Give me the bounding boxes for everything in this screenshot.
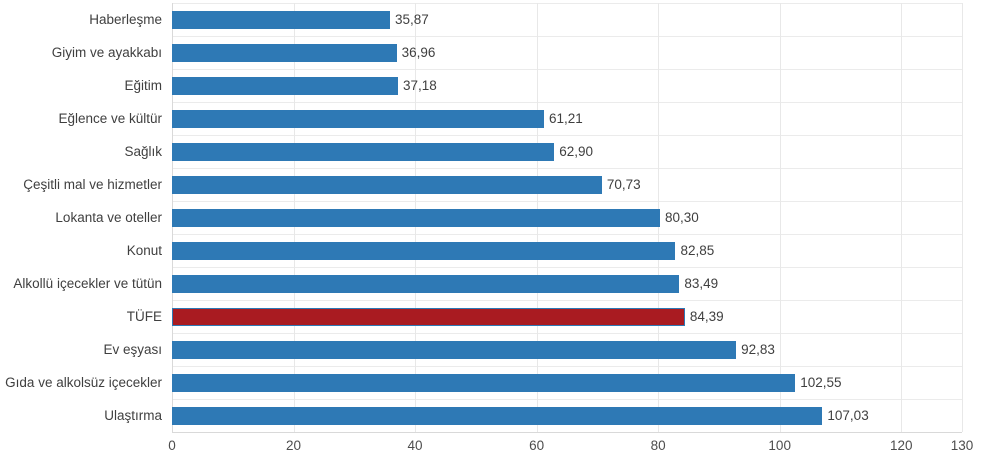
category-label: Ev eşyası [103,342,162,357]
x-tick-label: 20 [286,438,302,453]
bar[interactable] [172,76,398,95]
category-label: Lokanta ve oteller [55,210,162,225]
tick-gridline [962,3,963,432]
bar-highlight-tufe[interactable] [172,307,685,326]
value-label: 70,73 [606,177,641,192]
row-gridline [172,234,962,235]
row-gridline [172,3,962,4]
row-gridline [172,366,962,367]
x-tick-label: 120 [889,438,913,453]
row-gridline [172,36,962,37]
x-tick-label: 40 [407,438,423,453]
category-label: Ulaştırma [104,408,162,423]
x-tick-label: 80 [650,438,666,453]
bar[interactable] [172,109,544,128]
value-label: 102,55 [800,375,842,390]
row-gridline [172,201,962,202]
category-label: Sağlık [124,144,162,159]
category-label: TÜFE [126,309,162,324]
value-label: 82,85 [680,243,715,258]
bar[interactable] [172,208,660,227]
bar[interactable] [172,406,823,425]
category-label: Haberleşme [89,12,162,27]
category-label: Gıda ve alkolsüz içecekler [5,375,162,390]
tick-gridline [779,3,781,432]
category-label: Eğitim [124,78,162,93]
bar[interactable] [172,175,602,194]
value-label: 62,90 [559,144,594,159]
bar[interactable] [172,10,390,29]
row-gridline [172,333,962,334]
bar[interactable] [172,373,796,392]
row-gridline [172,168,962,169]
category-label: Konut [126,243,162,258]
tick-gridline [901,3,903,432]
value-label: 36,96 [401,45,436,60]
row-gridline [172,267,962,268]
category-label: Giyim ve ayakkabı [51,45,162,60]
bar[interactable] [172,274,680,293]
value-label: 35,87 [394,12,429,27]
value-label: 37,18 [402,78,437,93]
bar[interactable] [172,142,555,161]
value-label: 83,49 [684,276,719,291]
bar[interactable] [172,241,676,260]
value-label: 107,03 [827,408,869,423]
x-tick-label: 130 [950,438,974,453]
bar[interactable] [172,340,737,359]
value-label: 61,21 [548,111,583,126]
x-tick-label: 100 [768,438,791,453]
row-gridline [172,69,962,70]
category-label: Eğlence ve kültür [58,111,162,126]
value-label: 84,39 [689,309,724,324]
row-gridline [172,135,962,136]
x-tick-label: 0 [168,438,176,453]
row-gridline [172,300,962,301]
category-label: Alkollü içecekler ve tütün [13,276,162,291]
row-gridline [172,399,962,400]
row-gridline [172,102,962,103]
value-label: 92,83 [741,342,775,357]
bar[interactable] [172,43,397,62]
category-label: Çeşitli mal ve hizmetler [23,177,162,192]
value-label: 80,30 [664,210,699,225]
x-tick-label: 60 [529,438,545,453]
x-axis-line [172,432,962,433]
